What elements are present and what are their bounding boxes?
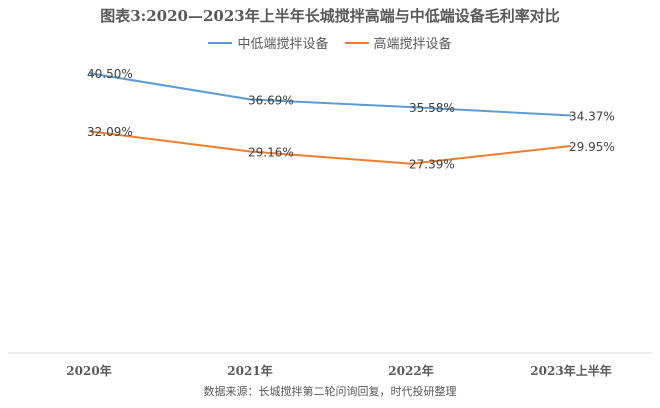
legend-swatch-series-1 xyxy=(208,41,233,44)
chart-title: 图表3:2020—2023年上半年长城搅拌高端与中低端设备毛利率对比 xyxy=(100,7,560,25)
data-label-series-2: 27.39% xyxy=(409,158,455,172)
x-tick-label: 2022年 xyxy=(388,363,433,378)
chart-legend: 中低端搅拌设备 高端搅拌设备 xyxy=(0,33,660,52)
legend-item-series-2: 高端搅拌设备 xyxy=(344,33,452,52)
data-label-series-1: 36.69% xyxy=(248,93,294,107)
legend-label-series-1: 中低端搅拌设备 xyxy=(237,37,329,52)
x-tick-label: 2020年 xyxy=(66,363,111,378)
data-label-series-2: 29.16% xyxy=(248,146,294,160)
x-tick-label: 2021年 xyxy=(227,363,272,378)
data-label-series-1: 35.58% xyxy=(409,101,455,115)
legend-swatch-series-2 xyxy=(344,41,369,44)
data-label-series-1: 40.50% xyxy=(87,67,133,81)
series-line-2 xyxy=(88,130,572,165)
data-label-series-2: 32.09% xyxy=(87,125,133,139)
series-line-1 xyxy=(88,72,572,117)
legend-label-series-2: 高端搅拌设备 xyxy=(373,37,452,52)
data-label-series-1: 34.37% xyxy=(569,110,615,124)
x-tick-label: 2023年上半年 xyxy=(530,363,611,378)
legend-item-series-1: 中低端搅拌设备 xyxy=(208,33,329,52)
source-note: 数据来源：长城搅拌第二轮问询回复，时代投研整理 xyxy=(203,385,457,398)
data-label-series-2: 29.95% xyxy=(569,140,615,154)
